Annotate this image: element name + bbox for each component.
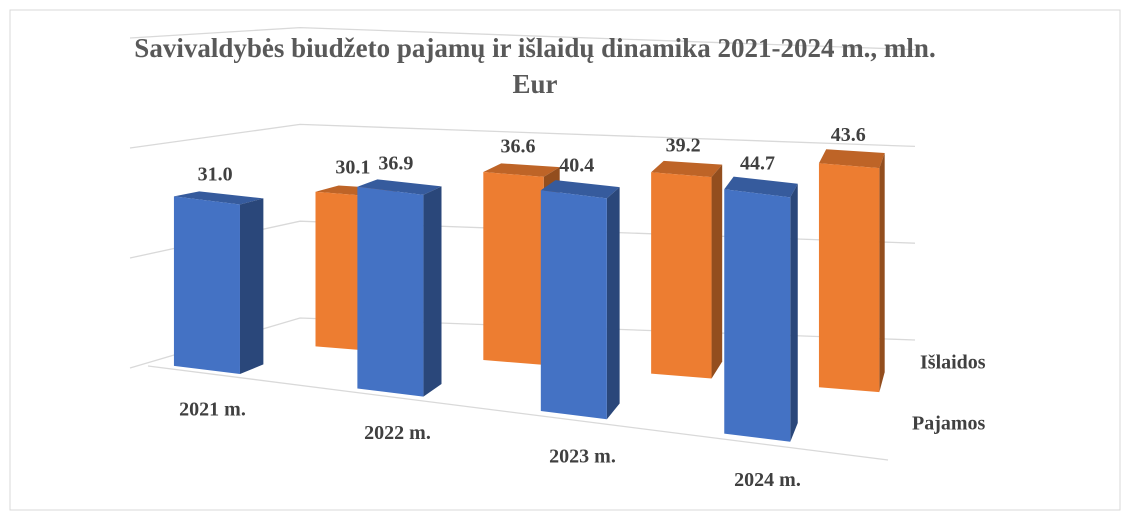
bar	[724, 189, 791, 442]
bar	[483, 171, 544, 365]
bar-top	[651, 160, 723, 178]
chart-title: Savivaldybės biudžeto pajamų ir išlaidų …	[134, 33, 936, 99]
depth-label: Išlaidos	[920, 352, 986, 374]
bar	[540, 190, 607, 420]
data-label: 36.6	[500, 135, 535, 157]
data-label: 36.9	[378, 152, 413, 174]
bar-side	[423, 186, 442, 397]
bar	[651, 172, 712, 379]
data-label: 44.7	[740, 152, 775, 174]
x-tick-label: 2021 m.	[179, 398, 246, 420]
bar-top	[173, 191, 264, 205]
bar-side	[239, 198, 264, 374]
frame	[9, 9, 1121, 511]
grid-line	[129, 26, 916, 51]
bar-side	[711, 164, 723, 379]
bar-side	[790, 183, 798, 442]
bar	[173, 196, 240, 374]
data-label: 39.2	[666, 134, 701, 156]
floor-edge	[147, 365, 889, 461]
data-label: 43.6	[831, 124, 866, 146]
x-tick-label: 2024 m.	[734, 469, 801, 491]
bar-top	[483, 163, 560, 177]
bar-top	[724, 176, 798, 198]
grid-line	[129, 123, 916, 149]
bar	[357, 186, 424, 397]
bar-top	[357, 179, 442, 195]
bar-side	[879, 153, 885, 393]
data-label: 40.4	[559, 155, 594, 177]
bar-top	[818, 149, 885, 169]
bar-top	[540, 180, 620, 199]
bar	[818, 163, 880, 393]
x-tick-label: 2023 m.	[549, 445, 616, 467]
x-tick-label: 2022 m.	[364, 422, 431, 444]
data-label: 31.0	[198, 163, 233, 185]
depth-label: Pajamos	[912, 413, 986, 435]
bar-side	[606, 187, 620, 420]
data-label: 30.1	[335, 156, 370, 178]
